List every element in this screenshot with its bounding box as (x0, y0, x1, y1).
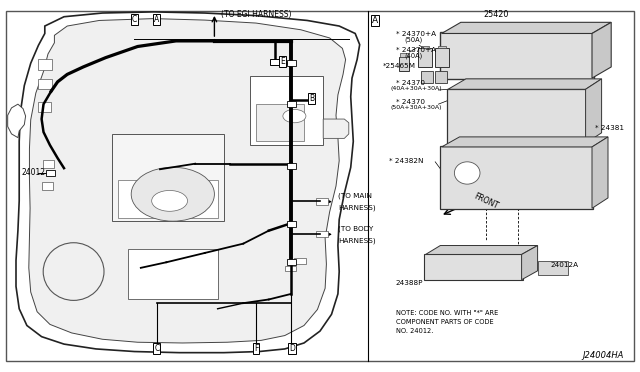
Bar (42, 182, 53, 190)
Text: (TO BODY: (TO BODY (338, 225, 373, 232)
Polygon shape (448, 79, 602, 89)
Polygon shape (522, 246, 538, 280)
Bar (435, 71, 447, 83)
Text: *25465M: *25465M (383, 63, 416, 69)
Bar (287, 60, 296, 66)
Text: * 24370: * 24370 (396, 80, 424, 86)
Bar (538, 261, 568, 275)
Text: E: E (280, 57, 285, 66)
Text: (TO MAIN: (TO MAIN (338, 193, 372, 199)
Bar (287, 259, 296, 265)
Bar (285, 266, 296, 271)
Text: D: D (289, 344, 295, 353)
Bar (112, 134, 224, 221)
FancyBboxPatch shape (440, 146, 593, 209)
Text: 24012A: 24012A (550, 262, 579, 268)
Text: FRONT: FRONT (472, 192, 500, 211)
Bar (250, 76, 323, 145)
Text: * 24370+A: * 24370+A (396, 31, 436, 37)
Text: (50A): (50A) (404, 36, 423, 43)
Text: (40A+30A+30A): (40A+30A+30A) (390, 86, 442, 91)
Bar (38, 102, 51, 112)
Polygon shape (16, 12, 360, 353)
FancyBboxPatch shape (424, 254, 523, 280)
Polygon shape (586, 79, 602, 143)
Polygon shape (592, 137, 608, 208)
Text: A: A (154, 15, 159, 24)
Text: (40A): (40A) (404, 52, 423, 59)
Bar (256, 104, 304, 141)
Bar (316, 198, 328, 205)
Text: * 24381: * 24381 (595, 125, 624, 131)
Text: (50A+30A+30A): (50A+30A+30A) (390, 105, 442, 110)
Bar (400, 53, 408, 57)
Text: NOTE: CODE NO. WITH "*" ARE
COMPONENT PARTS OF CODE
NO. 24012.: NOTE: CODE NO. WITH "*" ARE COMPONENT PA… (396, 310, 498, 334)
Ellipse shape (454, 162, 480, 184)
Text: F: F (254, 344, 258, 353)
Text: * 24370: * 24370 (396, 99, 424, 105)
Bar (316, 231, 328, 237)
Text: HARNESS): HARNESS) (338, 205, 376, 211)
Text: A: A (372, 16, 378, 25)
Bar (287, 163, 296, 169)
Bar (438, 46, 447, 48)
Polygon shape (323, 119, 349, 138)
Polygon shape (442, 22, 611, 33)
Polygon shape (592, 22, 611, 78)
Bar (270, 59, 283, 65)
Text: (TO EGI HARNESS): (TO EGI HARNESS) (221, 10, 291, 19)
Ellipse shape (131, 167, 214, 221)
Text: 24012: 24012 (22, 169, 46, 177)
Text: C: C (154, 344, 159, 353)
Polygon shape (426, 246, 538, 254)
Bar (46, 170, 55, 176)
Bar (38, 59, 52, 70)
Text: * 24382N: * 24382N (389, 158, 424, 164)
Bar (287, 101, 296, 107)
Text: * 24370+A: * 24370+A (396, 47, 436, 53)
Text: 24388P: 24388P (396, 280, 423, 286)
FancyBboxPatch shape (440, 32, 594, 79)
Bar (43, 160, 54, 168)
Bar (421, 71, 433, 83)
Text: HARNESS): HARNESS) (338, 237, 376, 244)
Bar (399, 57, 409, 71)
Ellipse shape (44, 243, 104, 301)
Polygon shape (8, 104, 26, 138)
Bar (287, 221, 296, 227)
Bar (118, 180, 218, 218)
Bar (418, 48, 432, 67)
Bar (435, 48, 449, 67)
Circle shape (283, 109, 306, 123)
Text: J24004HA: J24004HA (582, 351, 624, 360)
Polygon shape (442, 137, 608, 147)
Bar (38, 79, 52, 89)
Text: C: C (132, 15, 137, 24)
Bar (294, 258, 306, 264)
Polygon shape (29, 19, 346, 343)
Bar (420, 46, 429, 48)
Circle shape (152, 190, 188, 211)
Text: 25420: 25420 (483, 10, 509, 19)
Text: B: B (309, 94, 314, 103)
FancyBboxPatch shape (447, 89, 587, 144)
Bar (128, 249, 218, 299)
